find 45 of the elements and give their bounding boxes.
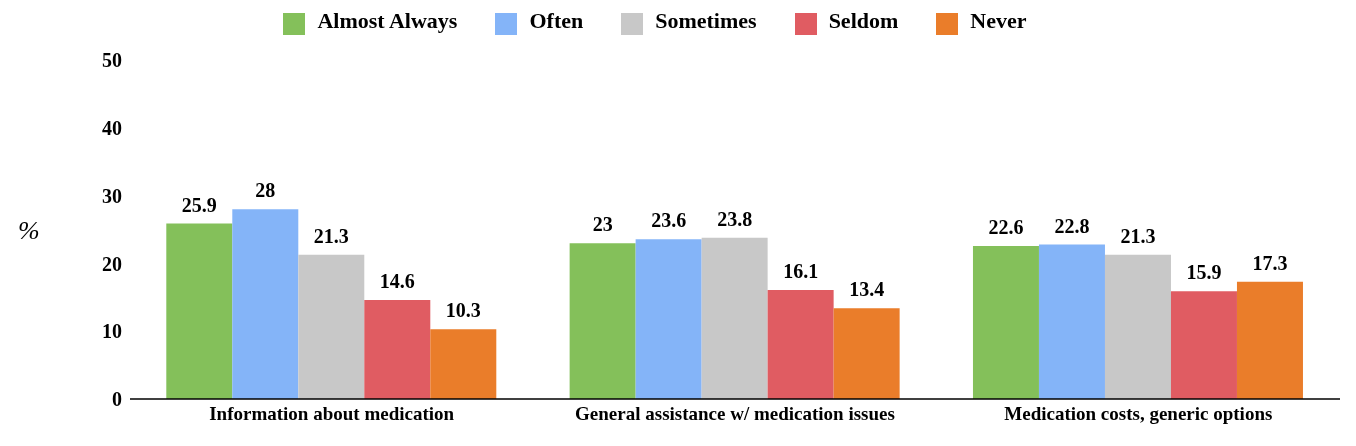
x-tick-label: Information about medication [209,403,455,425]
x-tick-label: Medication costs, generic options [1004,403,1273,425]
bar [635,239,702,399]
y-tick-label: 0 [112,388,122,411]
bar [1236,281,1303,399]
legend-label: Often [529,8,584,33]
bar [569,243,636,399]
data-label: 15.9 [1186,261,1222,284]
data-label: 23.8 [717,207,753,230]
bar [767,289,834,399]
data-label: 16.1 [783,259,819,282]
data-label: 28 [255,179,276,202]
x-tick-label: General assistance w/ medication issues [575,403,895,425]
data-label: 23.6 [651,209,687,232]
bar [1038,244,1105,399]
bar [166,223,233,399]
data-label: 22.8 [1054,214,1090,237]
y-axis-title: % [18,215,40,245]
bar [232,209,299,399]
bar [364,300,431,399]
y-tick-label: 20 [102,252,122,275]
bar [701,237,768,399]
legend-label: Sometimes [655,8,757,33]
data-label: 25.9 [181,193,217,216]
data-label: 17.3 [1252,251,1288,274]
bar [972,245,1039,399]
data-label: 22.6 [988,215,1024,238]
bar [1104,254,1171,399]
bar [298,254,365,399]
data-label: 21.3 [1120,224,1156,247]
y-tick-label: 30 [102,184,122,207]
bar [833,308,900,399]
bar [1170,291,1237,399]
data-label: 13.4 [849,278,885,301]
data-label: 23 [592,213,613,236]
y-tick-label: 50 [102,49,122,72]
bar [430,329,497,399]
legend-label: Never [970,8,1027,33]
data-label: 14.6 [379,270,415,293]
legend-label: Almost Always [317,8,458,33]
y-tick-label: 40 [102,117,122,140]
data-label: 10.3 [445,299,481,322]
legend-label: Seldom [828,8,899,33]
data-label: 21.3 [313,224,349,247]
y-tick-label: 10 [102,320,122,343]
